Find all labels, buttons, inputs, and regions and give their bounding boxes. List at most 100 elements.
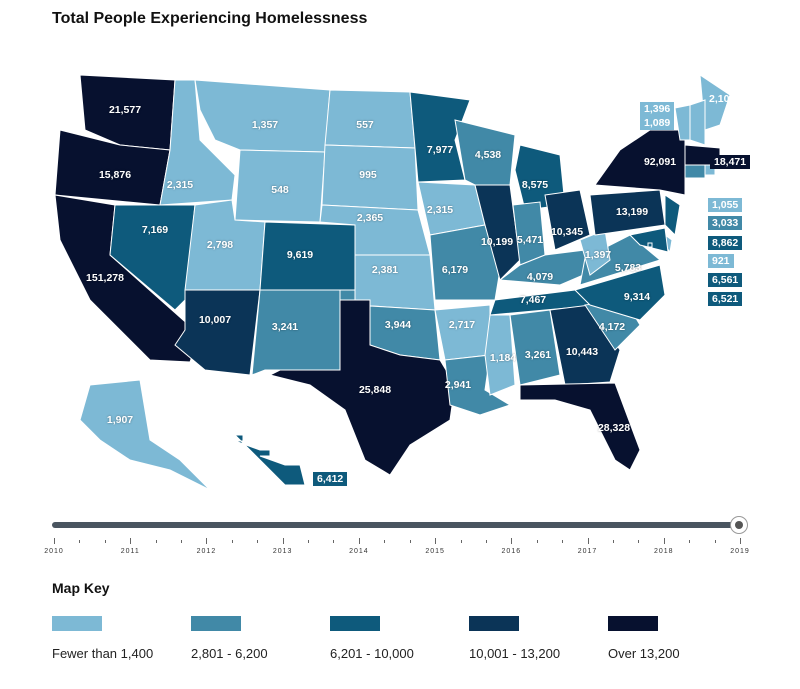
state-value-mi: 8,575	[521, 179, 549, 191]
state-value-tx: 25,848	[358, 384, 392, 396]
state-value-ar: 2,717	[448, 319, 476, 331]
tick	[54, 538, 55, 544]
state-value-ok: 3,944	[384, 319, 412, 331]
state-value-wa: 21,577	[108, 104, 142, 116]
key-swatch	[330, 616, 380, 631]
state-nc[interactable]	[574, 264, 666, 321]
state-va[interactable]	[579, 234, 662, 286]
page-title: Total People Experiencing Homelessness	[52, 10, 368, 27]
state-value-ga: 10,443	[565, 346, 599, 358]
tick	[181, 540, 183, 543]
tick	[206, 538, 208, 544]
year-label-2011[interactable]: 2011	[120, 548, 140, 555]
year-label-2012[interactable]: 2012	[196, 548, 217, 555]
tick	[562, 540, 564, 543]
state-value-az: 10,007	[198, 314, 232, 326]
state-value-al: 3,261	[524, 349, 552, 361]
tick	[308, 540, 310, 543]
tick	[79, 540, 81, 543]
state-value-ny: 92,091	[643, 156, 677, 168]
key-label: Over 13,200	[608, 646, 680, 661]
state-tx[interactable]	[268, 299, 456, 476]
state-value-nj: 8,862	[708, 236, 743, 250]
state-value-hi: 6,412	[313, 472, 348, 486]
state-ct[interactable]	[684, 164, 706, 179]
state-value-ct: 3,033	[708, 216, 743, 230]
state-value-mo: 6,179	[441, 264, 469, 276]
state-mo[interactable]	[429, 224, 501, 301]
state-value-il: 10,199	[480, 236, 514, 248]
state-value-wv: 1,397	[584, 249, 612, 261]
state-value-ms: 1,184	[489, 352, 517, 364]
year-label-2013[interactable]: 2013	[272, 548, 293, 555]
state-oh[interactable]	[544, 189, 591, 251]
state-mt[interactable]	[194, 79, 331, 153]
tick	[155, 540, 157, 543]
tick	[435, 538, 437, 544]
state-hi[interactable]	[233, 434, 306, 486]
state-value-la: 2,941	[444, 379, 472, 391]
tick	[409, 540, 411, 543]
year-label-2015[interactable]: 2015	[425, 548, 445, 555]
year-label-2010[interactable]: 2010	[44, 548, 64, 555]
state-value-vt: 1,089	[640, 116, 675, 130]
tick	[612, 540, 614, 543]
year-slider-track[interactable]	[52, 522, 740, 528]
state-value-de: 921	[708, 254, 734, 268]
state-value-nc: 9,314	[623, 291, 651, 303]
state-value-wy: 548	[271, 184, 289, 196]
state-value-nm: 3,241	[271, 321, 299, 333]
state-value-va: 5,783	[614, 262, 642, 274]
year-label-2017[interactable]: 2017	[577, 548, 598, 555]
state-value-sc: 4,172	[598, 321, 626, 333]
tick	[511, 538, 513, 544]
state-value-oh: 10,345	[550, 226, 584, 238]
state-dc[interactable]	[647, 242, 653, 248]
state-fl[interactable]	[519, 382, 641, 471]
year-label-2014[interactable]: 2014	[349, 548, 369, 555]
state-value-or: 15,876	[98, 169, 132, 181]
state-nv[interactable]	[109, 204, 196, 311]
map-key-title: Map Key	[52, 580, 110, 596]
tick	[638, 540, 640, 543]
state-value-wi: 4,538	[474, 149, 502, 161]
key-swatch	[608, 616, 658, 631]
state-value-co: 9,619	[286, 249, 314, 261]
tick	[384, 540, 386, 543]
tick	[714, 540, 716, 543]
tick	[104, 540, 106, 543]
year-label-2016[interactable]: 2016	[501, 548, 522, 555]
tick	[333, 540, 335, 543]
year-label-2019[interactable]: 2019	[730, 548, 750, 555]
tick	[130, 538, 132, 544]
state-value-mt: 1,357	[251, 119, 279, 131]
state-md[interactable]	[628, 227, 669, 253]
state-ak[interactable]	[79, 379, 211, 491]
state-vt[interactable]	[674, 104, 691, 141]
tick	[282, 538, 284, 544]
key-label: 6,201 - 10,000	[330, 646, 414, 661]
tick	[587, 538, 589, 544]
state-il[interactable]	[474, 184, 521, 281]
tick	[663, 538, 665, 544]
state-value-fl: 28,328	[597, 422, 631, 434]
state-ms[interactable]	[484, 314, 516, 396]
state-nh[interactable]	[689, 99, 706, 146]
tick	[536, 540, 538, 543]
year-label-2018[interactable]: 2018	[653, 548, 674, 555]
state-id[interactable]	[159, 79, 236, 206]
state-value-ma: 18,471	[710, 155, 751, 169]
state-al[interactable]	[509, 309, 561, 386]
year-slider-handle[interactable]	[730, 516, 748, 534]
tick	[689, 540, 691, 543]
state-nj[interactable]	[664, 194, 681, 237]
tick	[485, 540, 487, 543]
tick	[231, 540, 233, 543]
state-value-nv: 7,169	[141, 224, 169, 236]
state-value-me: 2,106	[709, 93, 736, 105]
state-value-tn: 7,467	[519, 294, 547, 306]
state-value-ri: 1,055	[708, 198, 743, 212]
tick	[460, 540, 462, 543]
state-ar[interactable]	[434, 304, 491, 361]
